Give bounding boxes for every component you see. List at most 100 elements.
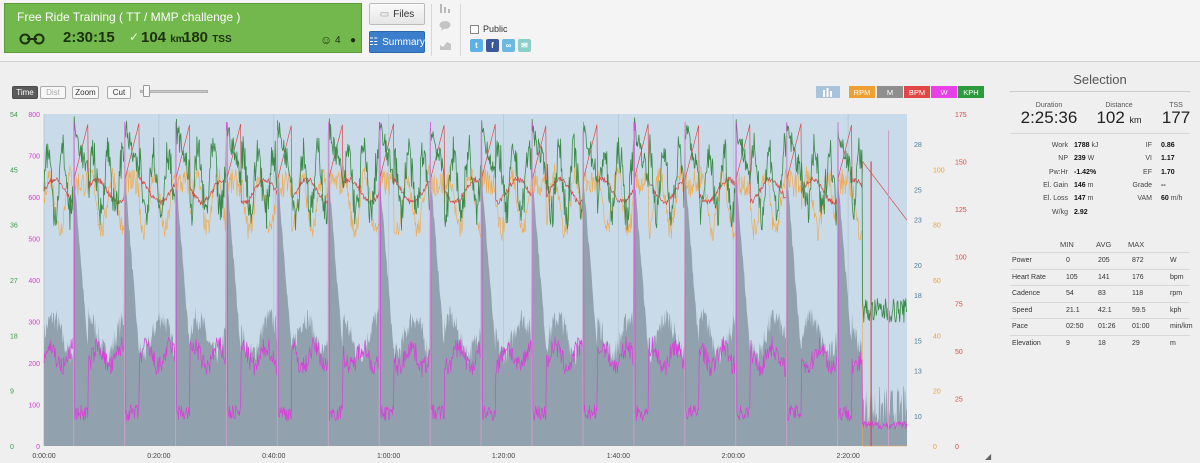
minmax-min: 21.1 (1066, 306, 1080, 314)
public-label: Public (483, 24, 508, 34)
time-tick: 1:40:00 (607, 453, 630, 460)
smile-icon[interactable]: ☺ (320, 33, 333, 47)
time-tick: 0:00:00 (32, 453, 55, 460)
minmax-unit: rpm (1170, 290, 1183, 297)
stat-value: 1788 kJ (1074, 142, 1099, 149)
selection-duration: Duration 2:25:36 (1018, 102, 1080, 126)
speed-tick: 0 (10, 444, 14, 451)
stat-label: W/kg (1052, 208, 1068, 216)
stat-label: Pw:Hr (1048, 168, 1068, 176)
selection-panel: Selection Duration 2:25:36 Distance 102 … (1000, 62, 1200, 463)
checkmark-icon: ✓ (129, 30, 140, 44)
elevation-tick: 10 (914, 414, 922, 421)
stat-label: EF (1143, 168, 1152, 176)
power-tick: 300 (28, 320, 40, 327)
speed-line (43, 116, 908, 323)
comment-icon[interactable]: ● (350, 35, 357, 46)
zoom-button[interactable]: Zoom (72, 86, 99, 99)
stat-label: VI (1145, 155, 1152, 163)
minmax-label: Speed (1012, 306, 1033, 314)
public-checkbox[interactable] (470, 25, 479, 34)
stat-label: Grade (1132, 181, 1152, 189)
like-count: 4 (335, 35, 341, 46)
heart-rate-tick: 0 (955, 444, 959, 451)
series-toggle-kph[interactable]: KPH (958, 86, 984, 98)
heart-rate-tick: 150 (955, 159, 967, 166)
time-tick: 2:00:00 (722, 453, 745, 460)
cadence-tick: 0 (933, 444, 937, 451)
heart-rate-tick: 25 (955, 397, 963, 404)
selection-title: Selection (1073, 72, 1127, 87)
workout-duration: 2:30:15 (63, 29, 115, 46)
heart-rate-tick: 175 (955, 112, 967, 119)
minmax-row: Power 0 205 872 W (1010, 252, 1190, 269)
stat-label: El. Gain (1043, 181, 1068, 189)
series-toggle-rpm[interactable]: RPM (849, 86, 875, 98)
workout-chart[interactable]: 0100200300400500600700800091827364554101… (0, 104, 1000, 463)
minmax-label: Cadence (1012, 290, 1041, 297)
power-tick: 400 (28, 278, 40, 285)
workout-distance: 104 km (141, 29, 185, 46)
divider (1010, 133, 1190, 134)
resize-handle-icon[interactable]: ◢ (985, 452, 992, 461)
zoom-slider-track[interactable] (140, 90, 208, 93)
elevation-tick: 13 (914, 369, 922, 376)
minmax-row: Cadence 54 83 118 rpm (1010, 285, 1190, 302)
power-tick: 0 (36, 444, 40, 451)
workout-title: Free Ride Training ( TT / MMP challenge … (17, 10, 241, 24)
minmax-avg: 141 (1098, 273, 1110, 281)
stat-value: 60 m/h (1161, 195, 1183, 203)
tss-value: 177 (1161, 108, 1191, 127)
bar-chart-icon[interactable] (439, 2, 451, 17)
divider (1010, 91, 1190, 92)
files-icon: ▭ (379, 8, 390, 20)
area-chart-icon[interactable] (439, 39, 452, 54)
heart-rate-tick: 75 (955, 302, 963, 309)
minmax-row: Pace 02:50 01:26 01:00 min/km (1010, 318, 1193, 335)
speed-tick: 45 (10, 167, 18, 174)
elevation-tick: 15 (914, 338, 922, 345)
twitter-icon[interactable]: t (470, 39, 483, 52)
minmax-min: 9 (1066, 339, 1070, 347)
dist-toggle[interactable]: Dist (40, 86, 66, 99)
files-button[interactable]: ▭ Files (369, 3, 425, 25)
heart-rate-line (43, 123, 908, 221)
stat-value: 146 m (1074, 181, 1094, 189)
minmax-min: 0 (1066, 257, 1070, 264)
minmax-unit: kph (1170, 306, 1182, 314)
elevation-tick: 25 (914, 187, 922, 194)
cut-button[interactable]: Cut (107, 86, 131, 99)
minmax-label: Heart Rate (1012, 273, 1046, 281)
zoom-slider-thumb[interactable] (143, 85, 150, 97)
duration-label: Duration (1035, 102, 1063, 109)
minmax-avg: 42.1 (1098, 306, 1112, 314)
series-toggle-m[interactable]: M (877, 86, 903, 98)
summary-button[interactable]: ☷ Summary (369, 31, 425, 53)
elevation-tick: 23 (914, 218, 922, 225)
stat-label: VAM (1137, 195, 1152, 203)
chart-type-icon[interactable] (816, 86, 840, 98)
heart-rate-tick: 125 (955, 207, 967, 214)
minmax-row: Speed 21.1 42.1 59.5 kph (1010, 301, 1190, 319)
selection-distance: Distance 102 km (1088, 102, 1150, 129)
link-icon[interactable]: ∞ (502, 39, 515, 52)
cadence-tick: 20 (933, 389, 941, 396)
series-toggle-w[interactable]: W (931, 86, 957, 98)
facebook-icon[interactable]: f (486, 39, 499, 52)
time-toggle[interactable]: Time (12, 86, 38, 99)
power-tick: 100 (28, 403, 40, 410)
speed-tick: 9 (10, 389, 14, 396)
distance-value: 102 km (1096, 108, 1142, 127)
email-icon[interactable]: ✉ (518, 39, 531, 52)
stat-value: 1.17 (1161, 155, 1175, 163)
duration-value: 2:25:36 (1020, 108, 1078, 127)
minmax-label: Pace (1012, 323, 1028, 330)
workout-summary-card[interactable]: Free Ride Training ( TT / MMP challenge … (4, 3, 362, 53)
minmax-unit: W (1170, 257, 1177, 264)
time-tick: 0:40:00 (262, 453, 285, 460)
time-tick: 2:20:00 (836, 453, 859, 460)
minmax-max: 29 (1132, 339, 1140, 347)
series-toggle-bpm[interactable]: BPM (904, 86, 930, 98)
comment-icon[interactable] (439, 20, 451, 35)
avg-header: AVG (1096, 240, 1112, 249)
